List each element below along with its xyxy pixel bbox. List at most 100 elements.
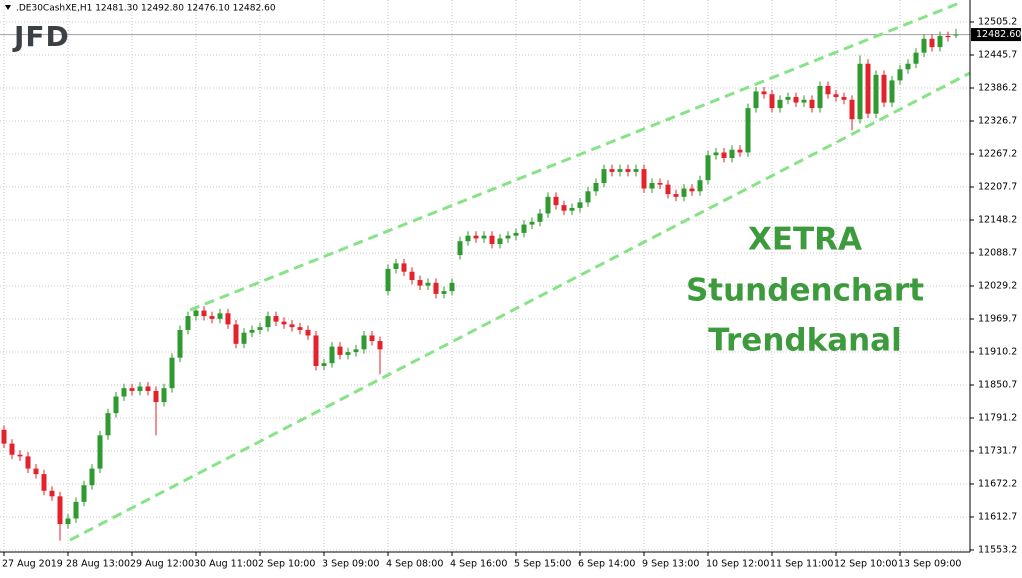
candle-body [97, 435, 103, 469]
annotation: Trendkanal [708, 323, 901, 359]
candle-body [425, 282, 431, 286]
candle-body [857, 63, 863, 120]
y-tick-label: 12148.2 [978, 214, 1017, 225]
candle-body [529, 221, 535, 225]
candle-body [897, 69, 903, 81]
candle-body [513, 232, 519, 236]
candle-body [449, 282, 455, 292]
x-tick-label: 4 Sep 08:00 [386, 559, 443, 570]
candle-body [769, 94, 775, 109]
candle-body [321, 363, 327, 366]
x-tick-label: 3 Sep 09:00 [322, 559, 379, 570]
candle-body [873, 74, 879, 114]
candle-body [793, 97, 799, 103]
menu-triangle [5, 5, 11, 10]
candle-body [193, 310, 199, 317]
candle-body [465, 235, 471, 242]
candle-body [921, 38, 927, 53]
candle-body [281, 321, 287, 325]
y-tick-label: 12207.7 [978, 181, 1017, 192]
candle-body [369, 335, 375, 342]
candle-body [945, 36, 951, 38]
y-tick-label: 11910.2 [978, 346, 1017, 357]
y-tick-label: 12386.2 [978, 83, 1017, 94]
candle-body [761, 91, 767, 95]
candle-body [217, 313, 223, 319]
candle-body [753, 91, 759, 109]
candle-body [185, 316, 191, 330]
candle-body [633, 169, 639, 172]
candle-body [137, 386, 143, 391]
candle-body [177, 329, 183, 358]
candle-body [241, 332, 247, 344]
x-tick-label: 4 Sep 16:00 [450, 559, 507, 570]
candle-body [33, 468, 39, 475]
candle-body [233, 324, 239, 344]
candle-body [617, 169, 623, 172]
candle-body [705, 155, 711, 181]
candle-body [201, 310, 207, 317]
candle-body [913, 52, 919, 64]
x-tick-label: 2 Sep 10:00 [258, 559, 315, 570]
candle-body [889, 80, 895, 103]
y-tick-label: 11553.2 [978, 544, 1017, 555]
x-tick-label: 28 Aug 13:00 [66, 559, 130, 570]
candle-body [105, 413, 111, 436]
candle-body [665, 184, 671, 195]
x-tick-label: 12 Sep 10:00 [834, 559, 897, 570]
candle-body [353, 349, 359, 353]
candle-body [417, 280, 423, 286]
candle-body [777, 99, 783, 109]
x-tick-label: 29 Aug 12:00 [130, 559, 194, 570]
candle-body [745, 108, 751, 153]
chart-header: .DE30CashXE,H1 12481.30 12492.80 12476.1… [16, 4, 276, 14]
candle-body [225, 313, 231, 325]
candle-body [625, 169, 631, 172]
candle-body [65, 518, 71, 525]
candle-body [25, 456, 31, 469]
candle-body [9, 443, 15, 455]
candle-body [57, 496, 63, 525]
x-tick-label: 11 Sep 11:00 [770, 559, 833, 570]
current-price-label: 12482.60 [976, 29, 1021, 40]
candle-body [689, 188, 695, 192]
candle-body [113, 396, 119, 414]
candle-body [393, 263, 399, 269]
candle-body [809, 99, 815, 109]
annotation: Stundenchart [686, 273, 924, 309]
candle-body [209, 316, 215, 319]
candle-body [569, 207, 575, 211]
candle-body [441, 291, 447, 294]
candle-body [561, 205, 567, 211]
candle-body [537, 213, 543, 222]
candle-body [801, 99, 807, 103]
y-tick-label: 11612.7 [978, 511, 1017, 522]
candle-body [313, 335, 319, 366]
candle-body [377, 341, 383, 350]
candle-body [585, 191, 591, 203]
candle-body [817, 85, 823, 109]
candle-body [457, 241, 463, 256]
annotation: XETRA [748, 222, 862, 258]
candle-body [89, 468, 95, 486]
candle-body [273, 316, 279, 322]
candle-body [81, 485, 87, 502]
y-tick-label: 11850.7 [978, 379, 1017, 390]
candle-body [521, 224, 527, 233]
candle-body [953, 34, 959, 36]
x-tick-label: 9 Sep 13:00 [642, 559, 699, 570]
candle-body [841, 97, 847, 100]
candle-body [409, 271, 415, 281]
grid-layer [0, 0, 970, 552]
candle-body [553, 196, 559, 206]
candle-body [329, 346, 335, 364]
candle-body [161, 388, 167, 403]
candle-body [729, 149, 735, 159]
candle-body [385, 268, 391, 292]
candle-body [41, 474, 47, 491]
logo: JFD [12, 20, 70, 53]
candle-body [473, 235, 479, 239]
x-tick-label: 27 Aug 2019 [2, 559, 63, 570]
